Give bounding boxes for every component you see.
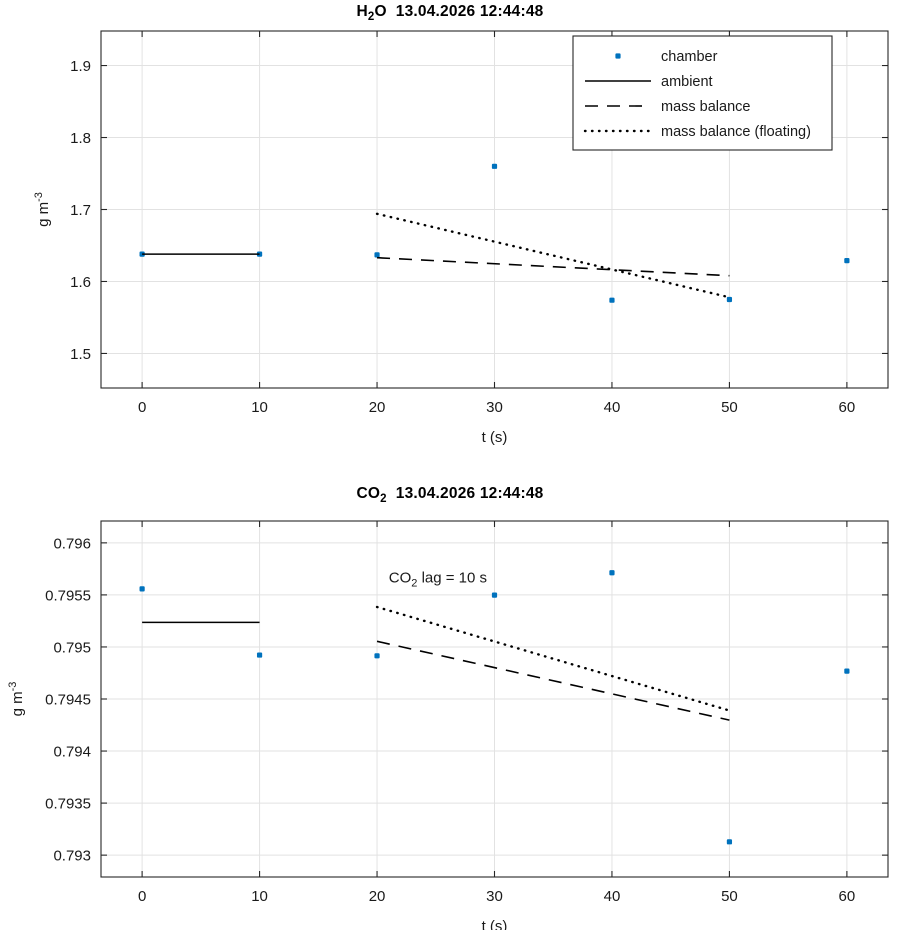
data-point-chamber	[374, 252, 380, 258]
x-axis-tick-label: 30	[486, 888, 503, 905]
chart-panel-co2: CO2 13.04.2026 12:44:48 0 10 20 30 40 50 60 0.79…	[0, 465, 900, 930]
y-axis-tick-label: 1.6	[70, 274, 91, 291]
chart-title-co2: CO2 13.04.2026 12:44:48	[0, 485, 900, 505]
series-line-dotted	[375, 212, 731, 299]
x-axis-tick-label: 0	[138, 888, 146, 905]
chart-title-timestamp: 13.04.2026 12:44:48	[395, 3, 544, 20]
data-point-chamber	[844, 258, 850, 264]
x-axis-tick-label: 20	[369, 888, 386, 905]
chart-title-h2o: H2O 13.04.2026 12:44:48	[0, 3, 900, 23]
chart-title-species-tail: O	[374, 3, 387, 20]
data-point-chamber	[726, 296, 733, 303]
x-axis-tick-label: 60	[839, 888, 856, 905]
x-axis-tick-label: 10	[251, 888, 268, 905]
chart-svg-h2o: 0 10 20 30 40 50 60 1.5 1.6 1.7 1.8 1.9 t (s) g m-3 ch…	[33, 30, 889, 446]
chart-title-subscript: 2	[367, 11, 375, 23]
y-axis-tick-label: 0.7945	[45, 692, 91, 709]
data-point-chamber	[609, 297, 615, 303]
chart-annotation: CO2 lag = 10 s	[389, 569, 487, 589]
data-point-chamber	[139, 586, 145, 592]
y-axis-label: g m-3	[7, 682, 26, 717]
legend-label: ambient	[661, 74, 713, 90]
data-point-chamber	[374, 653, 380, 659]
data-point-chamber	[256, 652, 263, 658]
y-axis-tick-label: 1.9	[70, 58, 91, 75]
data-point-chamber	[256, 251, 263, 257]
legend-label: mass balance	[661, 99, 750, 115]
legend-label: mass balance (floating)	[661, 124, 811, 140]
x-axis-label: t (s)	[482, 429, 508, 446]
chart-title-species: CO	[356, 485, 381, 502]
y-axis-tick-label: 0.795	[53, 639, 91, 656]
chart-title-species: H	[356, 3, 368, 20]
y-axis-tick-label: 0.794	[53, 744, 91, 761]
data-point-chamber	[491, 592, 498, 598]
series-line-dashed	[376, 640, 730, 721]
series-line-dashed	[376, 256, 730, 277]
x-axis-tick-label: 0	[138, 399, 146, 416]
x-axis-tick-label: 40	[604, 888, 621, 905]
y-axis-tick-label: 1.8	[70, 130, 91, 147]
x-axis-tick-label: 60	[839, 399, 856, 416]
legend-label: chamber	[661, 49, 718, 65]
series-line-dotted	[375, 605, 731, 712]
data-point-chamber	[491, 163, 498, 169]
legend-sample-marker	[615, 53, 621, 59]
chart-svg-co2: 0 10 20 30 40 50 60 0.793 0.7935 0.794 0.7945 0.795…	[7, 520, 889, 930]
x-axis-label: t (s)	[482, 918, 508, 930]
y-axis-label: g m-3	[33, 192, 52, 227]
y-axis-tick-label: 1.7	[70, 202, 91, 219]
y-axis-tick-label: 0.7955	[45, 587, 91, 604]
y-axis-tick-label: 0.7935	[45, 796, 91, 813]
y-axis-tick-label: 0.796	[53, 535, 91, 552]
x-axis-tick-label: 10	[251, 399, 268, 416]
data-point-chamber	[844, 668, 850, 674]
x-axis-tick-label: 30	[486, 399, 503, 416]
chart-panel-h2o: H2O 13.04.2026 12:44:48 0 10 20 30 40 50 60 1.5 1…	[0, 3, 900, 446]
x-axis-tick-label: 50	[721, 399, 738, 416]
chart-title-timestamp: 13.04.2026 12:44:48	[395, 485, 544, 502]
data-point-chamber	[726, 839, 733, 845]
chart-title-subscript: 2	[380, 493, 387, 505]
y-axis-tick-label: 0.793	[53, 848, 91, 865]
x-axis-tick-label: 20	[369, 399, 386, 416]
x-axis-tick-label: 50	[721, 888, 738, 905]
y-axis-tick-label: 1.5	[70, 346, 91, 363]
x-axis-tick-label: 40	[604, 399, 621, 416]
data-point-chamber	[609, 570, 615, 576]
